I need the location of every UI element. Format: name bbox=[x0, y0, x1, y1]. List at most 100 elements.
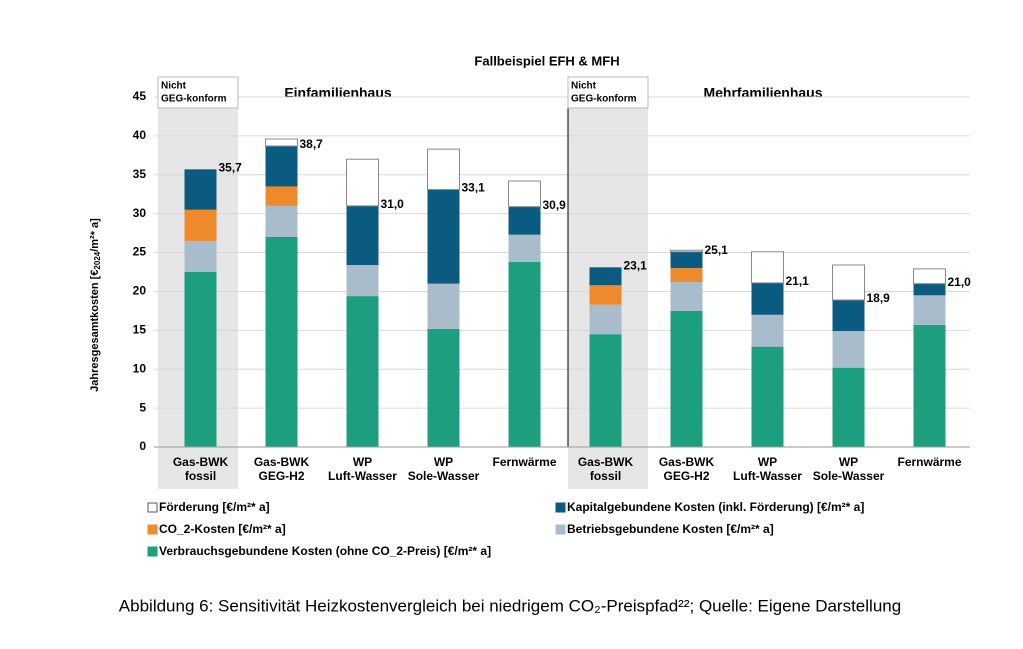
bar-segment bbox=[346, 296, 379, 447]
legend-label: Förderung [€/m²* a] bbox=[159, 500, 270, 514]
bar-segment bbox=[508, 206, 541, 235]
note-text: Nicht bbox=[571, 81, 597, 92]
bar-segment bbox=[265, 138, 298, 147]
bar-segment bbox=[184, 240, 217, 272]
bar-segment bbox=[589, 334, 622, 447]
bar-segment bbox=[427, 283, 460, 329]
bar-segment bbox=[508, 180, 541, 208]
legend-swatch bbox=[147, 524, 158, 535]
x-tick-label: Gas-BWK bbox=[173, 455, 229, 469]
note-box bbox=[567, 76, 649, 109]
y-tick-label: 30 bbox=[133, 206, 147, 220]
bar-segment bbox=[184, 209, 217, 241]
note-text: Nicht bbox=[161, 81, 187, 92]
legend-label: CO_2-Kosten [€/m²* a] bbox=[159, 522, 286, 536]
y-tick-label: 40 bbox=[133, 128, 147, 142]
bar-segment bbox=[913, 324, 946, 447]
note-text: GEG-konform bbox=[571, 94, 637, 105]
bar-segment bbox=[346, 158, 379, 207]
y-tick-label: 5 bbox=[139, 400, 146, 414]
note-text: GEG-konform bbox=[161, 94, 227, 105]
bar-segment bbox=[832, 331, 865, 368]
x-tick-label: WP bbox=[839, 455, 858, 469]
x-tick-label: Sole-Wasser bbox=[813, 469, 885, 483]
data-label: 25,1 bbox=[705, 243, 729, 257]
bar-segment bbox=[913, 295, 946, 325]
bar-segment bbox=[751, 314, 784, 347]
x-tick-label: Luft-Wasser bbox=[733, 469, 802, 483]
bar-segment bbox=[913, 283, 946, 296]
y-tick-label: 20 bbox=[133, 284, 147, 298]
y-tick-label: 35 bbox=[133, 167, 147, 181]
bar-segment bbox=[670, 249, 703, 253]
x-tick-label: Fernwärme bbox=[492, 455, 556, 469]
bar-segment bbox=[670, 251, 703, 269]
bar-segment bbox=[508, 261, 541, 447]
y-axis-label: Jahresgesamtkosten [€2024/m²* a] bbox=[89, 218, 102, 392]
x-tick-label: fossil bbox=[185, 469, 216, 483]
bar-segment bbox=[832, 367, 865, 447]
y-tick-label: 15 bbox=[133, 323, 147, 337]
x-tick-label: GEG-H2 bbox=[258, 469, 304, 483]
bar-segment bbox=[751, 346, 784, 447]
x-tick-label: WP bbox=[434, 455, 453, 469]
bar-segment bbox=[265, 146, 298, 187]
data-label: 33,1 bbox=[462, 181, 486, 195]
bar-segment bbox=[265, 186, 298, 206]
x-tick-label: WP bbox=[758, 455, 777, 469]
legend-swatch bbox=[555, 502, 566, 513]
bar-segment bbox=[427, 328, 460, 447]
bar-segment bbox=[913, 268, 946, 285]
bar-segment bbox=[670, 268, 703, 283]
x-tick-label: Sole-Wasser bbox=[408, 469, 480, 483]
legend-label: Kapitalgebundene Kosten (inkl. Förderung… bbox=[567, 500, 864, 514]
bar-segment bbox=[751, 251, 784, 284]
data-label: 38,7 bbox=[300, 137, 324, 151]
caption: Abbildung 6: Sensitivität Heizkostenverg… bbox=[119, 596, 901, 615]
bar-segment bbox=[832, 300, 865, 332]
bar-segment bbox=[265, 237, 298, 447]
chart-title: Fallbeispiel EFH & MFH bbox=[474, 53, 619, 68]
bar-segment bbox=[589, 267, 622, 286]
x-tick-label: Luft-Wasser bbox=[328, 469, 397, 483]
group-label: Einfamilienhaus bbox=[284, 85, 392, 101]
bar-segment bbox=[265, 205, 298, 237]
data-label: 30,9 bbox=[543, 198, 567, 212]
legend-swatch bbox=[147, 546, 158, 557]
bar-segment bbox=[589, 304, 622, 335]
bar-segment bbox=[184, 272, 217, 447]
x-tick-label: Fernwärme bbox=[897, 455, 961, 469]
data-label: 18,9 bbox=[867, 291, 891, 305]
legend-label: Betriebsgebundene Kosten [€/m²* a] bbox=[567, 522, 774, 536]
group-label: Mehrfamilienhaus bbox=[703, 85, 822, 101]
bar-segment bbox=[346, 265, 379, 297]
bar-segment bbox=[751, 282, 784, 315]
x-tick-label: Gas-BWK bbox=[578, 455, 634, 469]
bar-segment bbox=[670, 282, 703, 311]
x-tick-label: Gas-BWK bbox=[254, 455, 310, 469]
legend-label: Verbrauchsgebundene Kosten (ohne CO_2-Pr… bbox=[159, 544, 491, 558]
x-tick-label: GEG-H2 bbox=[663, 469, 709, 483]
bar-segment bbox=[670, 310, 703, 447]
bar-segment bbox=[589, 285, 622, 305]
y-tick-label: 25 bbox=[133, 245, 147, 259]
note-box bbox=[157, 76, 239, 109]
y-tick-label: 0 bbox=[139, 439, 146, 453]
y-tick-label: 45 bbox=[133, 89, 147, 103]
bar-segment bbox=[346, 205, 379, 265]
data-label: 35,7 bbox=[219, 161, 243, 175]
data-label: 31,0 bbox=[381, 197, 405, 211]
bar-segment bbox=[184, 169, 217, 210]
bar-segment bbox=[508, 234, 541, 262]
bar-segment bbox=[832, 264, 865, 301]
data-label: 21,0 bbox=[948, 275, 972, 289]
bar-segment bbox=[427, 148, 460, 191]
data-label: 23,1 bbox=[624, 259, 648, 273]
y-tick-label: 10 bbox=[133, 361, 147, 375]
legend-swatch bbox=[555, 524, 566, 535]
x-tick-label: Gas-BWK bbox=[659, 455, 715, 469]
x-tick-label: fossil bbox=[590, 469, 621, 483]
legend-swatch bbox=[147, 502, 158, 513]
data-label: 21,1 bbox=[786, 274, 810, 288]
